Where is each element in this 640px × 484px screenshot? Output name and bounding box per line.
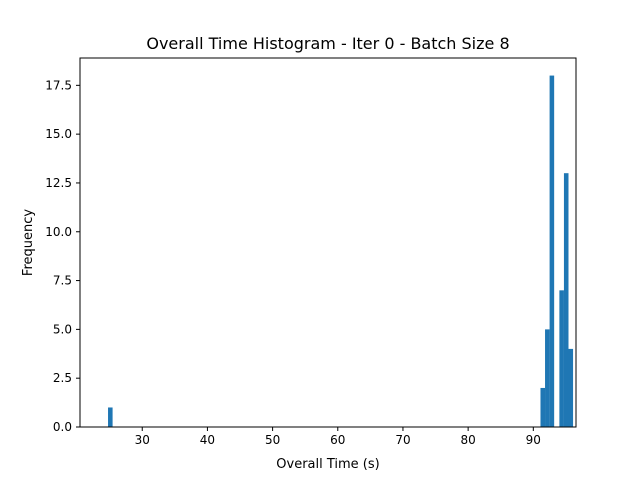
x-tick-label-1: 40 [200,433,215,447]
y-tick-label-2: 5.0 [53,322,72,336]
histogram-bar-4 [559,290,564,427]
histogram-bar-5 [563,173,569,427]
y-tick-label-7: 17.5 [45,78,72,92]
y-tick-label-6: 15.0 [45,127,72,141]
x-axis-label: Overall Time (s) [276,457,379,472]
y-tick-label-4: 10.0 [45,225,72,239]
histogram-bar-0 [108,407,113,427]
plot-frame [79,57,577,428]
y-tick-label-3: 7.5 [53,274,72,288]
chart-title: Overall Time Histogram - Iter 0 - Batch … [146,34,509,53]
histogram-bar-3 [549,75,555,427]
y-tick-label-0: 0.0 [53,420,72,434]
y-tick-label-1: 2.5 [53,371,72,385]
histogram-bar-1 [540,387,546,427]
x-tick-label-2: 50 [265,433,280,447]
y-axis-ticks: 0.0 2.5 5.0 7.5 10.0 12.5 15.0 17.5 [45,78,80,434]
x-tick-label-4: 70 [395,433,410,447]
x-tick-label-0: 30 [135,433,150,447]
histogram-bar-6 [568,348,574,427]
y-tick-label-5: 12.5 [45,176,72,190]
bars-group [108,75,574,427]
x-tick-label-6: 90 [526,433,541,447]
x-axis-ticks: 30 40 50 60 70 80 90 [135,427,541,447]
histogram-bar-2 [545,329,550,427]
x-tick-label-3: 60 [330,433,345,447]
x-tick-label-5: 80 [460,433,475,447]
y-axis-label: Frequency [21,209,36,276]
